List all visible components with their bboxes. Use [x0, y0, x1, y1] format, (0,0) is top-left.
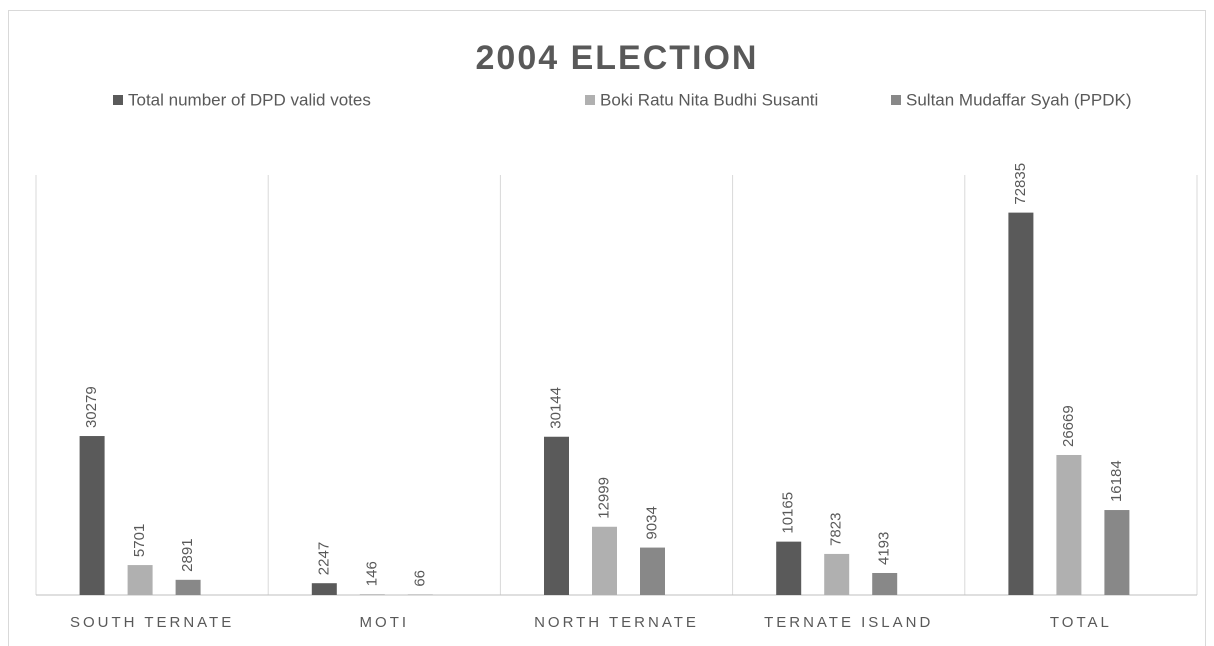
chart-title: 2004 ELECTION	[476, 39, 759, 77]
data-label: 30279	[83, 386, 100, 428]
bar	[175, 579, 201, 595]
data-label: 72835	[1012, 163, 1029, 205]
bar	[824, 553, 850, 595]
data-label: 66	[411, 570, 428, 587]
bar	[640, 547, 665, 595]
bar	[311, 583, 337, 595]
data-label: 16184	[1108, 460, 1125, 502]
legend-label: Boki Ratu Nita Budhi Susanti	[600, 90, 818, 109]
legend-swatch	[585, 95, 595, 105]
x-tick-label: MOTI	[360, 614, 410, 631]
bar	[592, 526, 617, 595]
x-tick-label: SOUTH TERNATE	[70, 614, 234, 631]
bar	[359, 594, 385, 595]
x-tick-label: TERNATE ISLAND	[764, 614, 933, 631]
data-label: 26669	[1060, 405, 1077, 447]
bar	[544, 436, 569, 595]
data-label: 12999	[595, 477, 612, 519]
data-label: 2891	[179, 538, 196, 571]
data-label: 2247	[315, 542, 332, 575]
legend-swatch	[113, 95, 123, 105]
bar	[776, 541, 802, 595]
bar	[1056, 454, 1082, 595]
bar	[1008, 212, 1034, 595]
data-label: 5701	[131, 524, 148, 557]
bar	[127, 565, 153, 595]
legend-swatch	[891, 95, 901, 105]
x-tick-label: NORTH TERNATE	[534, 614, 699, 631]
data-label: 146	[363, 561, 380, 586]
bar	[1104, 510, 1130, 595]
legend-label: Sultan Mudaffar Syah (PPDK)	[906, 90, 1132, 109]
bar	[79, 436, 105, 595]
legend-label: Total number of DPD valid votes	[128, 90, 371, 109]
data-label: 4193	[876, 532, 893, 565]
data-label: 10165	[780, 492, 797, 534]
chart-frame	[8, 10, 1206, 646]
data-label: 9034	[643, 506, 660, 539]
x-tick-label: TOTAL	[1050, 614, 1112, 631]
data-label: 30144	[547, 387, 564, 429]
bar	[872, 572, 898, 595]
data-label: 7823	[828, 513, 845, 546]
